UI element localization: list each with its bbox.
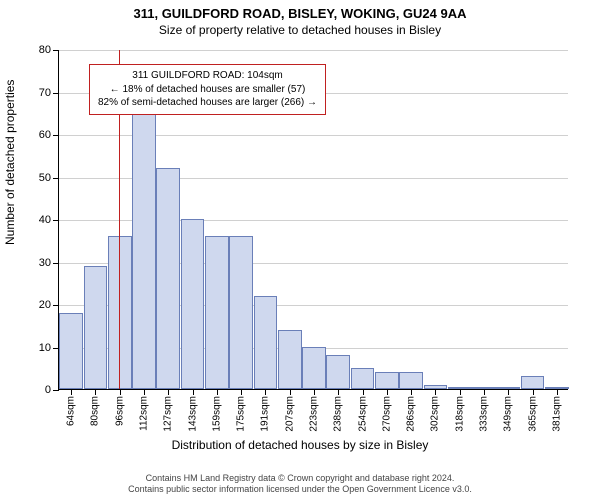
histogram-bar <box>181 219 205 389</box>
histogram-bar <box>375 372 399 389</box>
y-tick-label: 40 <box>39 214 51 226</box>
x-tick-label: 175sqm <box>236 396 247 432</box>
footer-line-2: Contains public sector information licen… <box>0 484 600 496</box>
chart-container: Number of detached properties 0102030405… <box>0 40 600 450</box>
y-tick-label: 10 <box>39 342 51 354</box>
x-tick <box>241 389 242 395</box>
x-tick-label: 365sqm <box>527 396 538 432</box>
y-tick-label: 60 <box>39 129 51 141</box>
x-tick-label: 80sqm <box>90 396 101 426</box>
histogram-bar <box>351 368 375 389</box>
x-tick <box>193 389 194 395</box>
x-tick-label: 333sqm <box>479 396 490 432</box>
x-tick <box>435 389 436 395</box>
y-tick <box>53 93 59 94</box>
y-tick-label: 30 <box>39 257 51 269</box>
y-tick-label: 20 <box>39 299 51 311</box>
page-title: 311, GUILDFORD ROAD, BISLEY, WOKING, GU2… <box>0 6 600 21</box>
histogram-bar <box>278 330 302 390</box>
x-tick-label: 191sqm <box>260 396 271 432</box>
x-tick <box>557 389 558 395</box>
x-tick-label: 318sqm <box>454 396 465 432</box>
x-tick-label: 381sqm <box>551 396 562 432</box>
x-tick <box>411 389 412 395</box>
y-tick-label: 50 <box>39 172 51 184</box>
x-tick-label: 302sqm <box>430 396 441 432</box>
x-tick <box>120 389 121 395</box>
x-tick <box>144 389 145 395</box>
y-tick <box>53 390 59 391</box>
x-tick <box>387 389 388 395</box>
annotation-line: 82% of semi-detached houses are larger (… <box>98 96 317 110</box>
y-tick-label: 0 <box>45 384 51 396</box>
annotation-box: 311 GUILDFORD ROAD: 104sqm← 18% of detac… <box>89 64 326 115</box>
x-tick <box>168 389 169 395</box>
x-tick <box>460 389 461 395</box>
y-tick <box>53 135 59 136</box>
histogram-bar <box>205 236 229 389</box>
y-tick <box>53 305 59 306</box>
x-tick <box>71 389 72 395</box>
x-tick-label: 112sqm <box>139 396 150 431</box>
x-tick <box>533 389 534 395</box>
x-tick <box>290 389 291 395</box>
x-tick <box>314 389 315 395</box>
x-tick <box>363 389 364 395</box>
plot-area: 0102030405060708064sqm80sqm96sqm112sqm12… <box>58 50 568 390</box>
y-tick-label: 80 <box>39 44 51 56</box>
histogram-bar <box>302 347 326 390</box>
histogram-bar <box>326 355 350 389</box>
histogram-bar <box>156 168 180 389</box>
footer-attribution: Contains HM Land Registry data © Crown c… <box>0 473 600 496</box>
y-tick <box>53 220 59 221</box>
x-tick <box>95 389 96 395</box>
x-tick-label: 96sqm <box>114 396 125 426</box>
x-tick-label: 254sqm <box>357 396 368 432</box>
histogram-bar <box>59 313 83 390</box>
x-tick <box>508 389 509 395</box>
x-tick-label: 270sqm <box>381 396 392 432</box>
x-tick <box>484 389 485 395</box>
y-tick <box>53 178 59 179</box>
x-tick-label: 207sqm <box>284 396 295 432</box>
histogram-bar <box>229 236 253 389</box>
histogram-bar <box>84 266 108 389</box>
y-tick <box>53 50 59 51</box>
x-tick-label: 238sqm <box>333 396 344 432</box>
x-tick-label: 127sqm <box>163 396 174 432</box>
histogram-bar <box>521 376 545 389</box>
footer-line-1: Contains HM Land Registry data © Crown c… <box>0 473 600 485</box>
y-tick <box>53 348 59 349</box>
histogram-bar <box>132 104 156 389</box>
x-axis-label: Distribution of detached houses by size … <box>0 438 600 452</box>
x-tick <box>217 389 218 395</box>
y-axis-label: Number of detached properties <box>3 80 17 245</box>
x-tick-label: 349sqm <box>503 396 514 432</box>
y-tick <box>53 263 59 264</box>
x-tick <box>338 389 339 395</box>
x-tick-label: 64sqm <box>66 396 77 426</box>
gridline <box>59 50 568 51</box>
y-tick-label: 70 <box>39 87 51 99</box>
x-tick-label: 143sqm <box>187 396 198 432</box>
annotation-line: 311 GUILDFORD ROAD: 104sqm <box>98 69 317 83</box>
histogram-bar <box>399 372 423 389</box>
annotation-line: ← 18% of detached houses are smaller (57… <box>98 83 317 97</box>
histogram-bar <box>254 296 278 390</box>
x-tick-label: 223sqm <box>309 396 320 432</box>
x-tick-label: 286sqm <box>406 396 417 432</box>
x-tick-label: 159sqm <box>211 396 222 432</box>
x-tick <box>265 389 266 395</box>
page-subtitle: Size of property relative to detached ho… <box>0 23 600 37</box>
